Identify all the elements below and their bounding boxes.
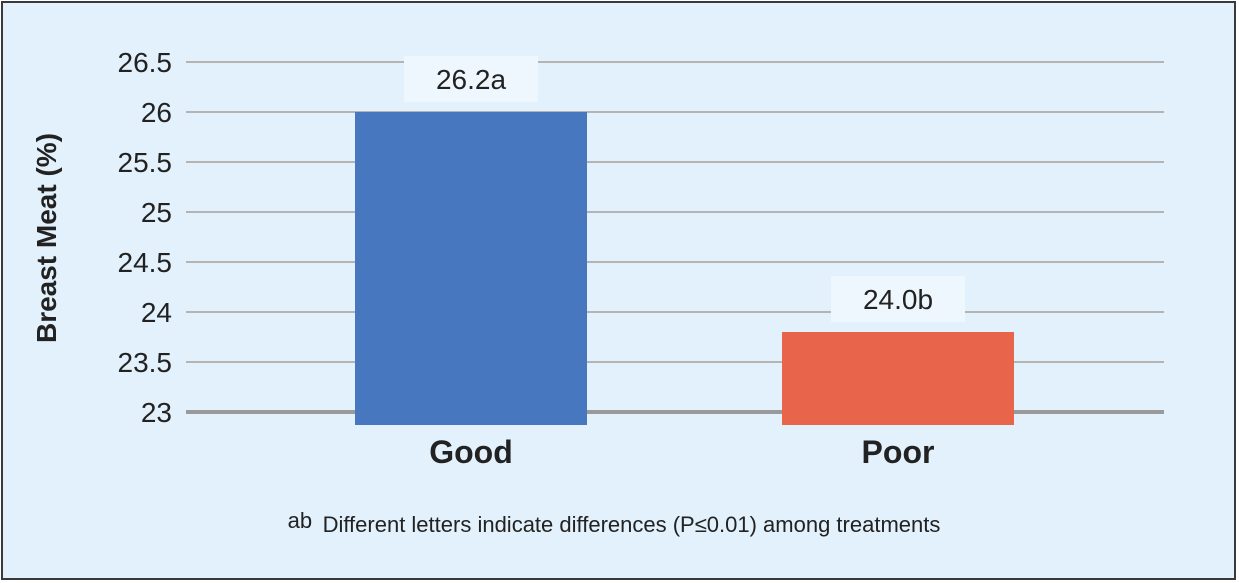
data-label-box: [831, 276, 965, 322]
data-label-box: [404, 56, 538, 102]
y-tick-label: 25: [141, 197, 172, 228]
bar-good: [355, 112, 587, 425]
y-tick-label: 23.5: [118, 347, 173, 378]
y-tick-label: 24.5: [118, 247, 173, 278]
y-tick-label: 23: [141, 397, 172, 428]
data-labels: 26.2a 24.0b: [404, 56, 965, 322]
x-axis-categories: Good Poor: [429, 434, 934, 470]
footnote-text: Different letters indicate differences (…: [323, 512, 941, 537]
y-tick-label: 25.5: [118, 147, 173, 178]
data-label: 26.2a: [436, 64, 506, 95]
category-label: Good: [429, 434, 513, 470]
y-axis-ticks: 23 23.5 24 24.5 25 25.5 26 26.5: [118, 47, 173, 428]
data-label: 24.0b: [863, 284, 933, 315]
y-axis-title: Breast Meat (%): [31, 133, 62, 343]
gridlines: [186, 61, 1164, 414]
y-tick-label: 26.5: [118, 47, 173, 78]
category-label: Poor: [862, 434, 935, 470]
y-tick-label: 26: [141, 97, 172, 128]
footnote: ab Different letters indicate difference…: [288, 508, 941, 537]
y-tick-label: 24: [141, 297, 172, 328]
bars: [355, 112, 1014, 425]
bar-poor: [782, 332, 1014, 425]
footnote-superscript: ab: [288, 508, 312, 533]
